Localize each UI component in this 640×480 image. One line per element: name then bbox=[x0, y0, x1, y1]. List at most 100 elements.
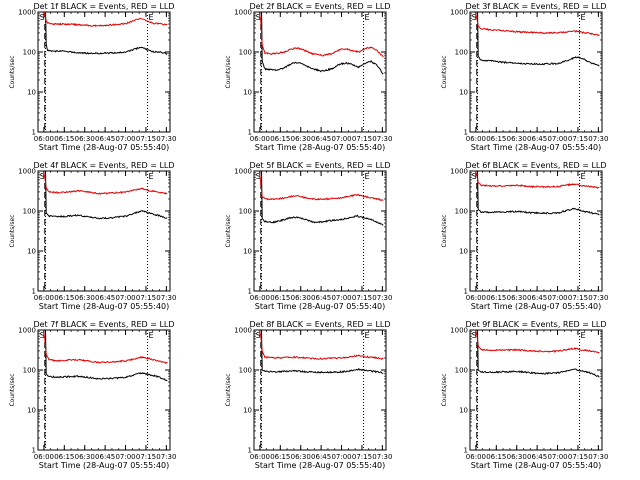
marker-label: S bbox=[40, 13, 45, 22]
marker-label: E bbox=[581, 13, 586, 22]
chart-panel-2: Det 2f BLACK = Events, RED = LLD 1 10 100 10… bbox=[225, 2, 392, 152]
y-tick-label: 10 bbox=[27, 407, 36, 415]
series-lld-line bbox=[258, 170, 384, 202]
marker-label: S bbox=[40, 172, 45, 181]
plot-frame bbox=[37, 170, 171, 292]
marker-label: S bbox=[256, 13, 261, 22]
x-tick-label: 06:30 bbox=[75, 135, 95, 143]
x-axis-label: Start Time (28-Aug-07 05:55:40) bbox=[255, 143, 386, 152]
panel-title: Det 4f BLACK = Events, RED = LLD bbox=[33, 161, 174, 170]
chart-panel-6: Det 6f BLACK = Events, RED = LLD 1 10 100 10… bbox=[441, 161, 608, 311]
series-events-line bbox=[45, 11, 168, 55]
x-tick-label: 06:30 bbox=[507, 135, 527, 143]
x-tick-label: 06:45 bbox=[95, 294, 115, 302]
x-tick-label: 06:00 bbox=[466, 453, 486, 461]
y-tick-label: 1 bbox=[464, 288, 468, 296]
marker-label: E bbox=[365, 172, 370, 181]
x-axis-label: Start Time (28-Aug-07 05:55:40) bbox=[255, 461, 386, 470]
x-tick-label: 07:00 bbox=[115, 453, 135, 461]
x-tick-label: 06:45 bbox=[527, 135, 547, 143]
x-tick-label: 06:30 bbox=[507, 453, 527, 461]
x-tick-label: 07:15 bbox=[568, 135, 588, 143]
y-tick-label: 1 bbox=[32, 288, 36, 296]
x-tick-label: 07:00 bbox=[331, 453, 351, 461]
panel-title: Det 8f BLACK = Events, RED = LLD bbox=[249, 320, 390, 329]
series-events-line bbox=[45, 170, 168, 220]
x-tick-label: 06:00 bbox=[34, 294, 54, 302]
series-events-line bbox=[477, 170, 600, 216]
x-tick-label: 06:30 bbox=[507, 294, 527, 302]
x-tick-label: 06:00 bbox=[250, 453, 270, 461]
x-tick-label: 07:30 bbox=[372, 453, 392, 461]
y-tick-label: 10 bbox=[459, 407, 468, 415]
x-tick-label: 07:15 bbox=[136, 135, 156, 143]
series-events-line bbox=[261, 329, 384, 374]
y-tick-label: 10 bbox=[243, 248, 252, 256]
plot-frame bbox=[253, 329, 387, 451]
x-tick-label: 07:30 bbox=[156, 294, 176, 302]
series-events-line bbox=[261, 11, 384, 75]
x-axis-label: Start Time (28-Aug-07 05:55:40) bbox=[471, 143, 602, 152]
y-tick-label: 1 bbox=[248, 129, 252, 137]
x-tick-label: 06:45 bbox=[95, 135, 115, 143]
y-tick-label: 100 bbox=[239, 367, 252, 375]
marker-label: S bbox=[256, 331, 261, 340]
x-tick-label: 07:15 bbox=[352, 135, 372, 143]
x-tick-label: 07:30 bbox=[156, 135, 176, 143]
x-axis-label: Start Time (28-Aug-07 05:55:40) bbox=[39, 461, 170, 470]
chart-panel-7: Det 7f BLACK = Events, RED = LLD 1 10 100 10… bbox=[9, 320, 176, 470]
y-tick-label: 1000 bbox=[18, 327, 36, 335]
x-tick-label: 07:00 bbox=[331, 135, 351, 143]
x-tick-label: 07:30 bbox=[156, 453, 176, 461]
y-tick-label: 1 bbox=[464, 129, 468, 137]
x-tick-label: 06:45 bbox=[527, 453, 547, 461]
y-tick-label: 1000 bbox=[450, 168, 468, 176]
y-tick-label: 100 bbox=[23, 367, 36, 375]
y-tick-label: 100 bbox=[23, 208, 36, 216]
panel-title: Det 3f BLACK = Events, RED = LLD bbox=[465, 2, 606, 11]
y-tick-label: 1 bbox=[32, 129, 36, 137]
marker-label: E bbox=[149, 331, 154, 340]
x-axis-label: Start Time (28-Aug-07 05:55:40) bbox=[471, 302, 602, 311]
panel-title: Det 1f BLACK = Events, RED = LLD bbox=[33, 2, 174, 11]
x-tick-label: 07:15 bbox=[352, 453, 372, 461]
y-tick-label: 100 bbox=[23, 49, 36, 57]
x-tick-label: 06:15 bbox=[54, 135, 74, 143]
marker-label: E bbox=[581, 172, 586, 181]
chart-panel-4: Det 4f BLACK = Events, RED = LLD 1 10 100 10… bbox=[9, 161, 176, 311]
y-axis-label: Counts/sec bbox=[9, 373, 16, 406]
plot-frame bbox=[469, 170, 603, 292]
x-tick-label: 06:15 bbox=[270, 294, 290, 302]
x-tick-label: 07:15 bbox=[136, 453, 156, 461]
y-tick-label: 100 bbox=[455, 367, 468, 375]
plot-frame bbox=[469, 329, 603, 451]
x-tick-label: 06:15 bbox=[54, 294, 74, 302]
y-tick-label: 100 bbox=[455, 49, 468, 57]
series-lld-line bbox=[43, 11, 168, 28]
y-tick-label: 10 bbox=[27, 89, 36, 97]
x-tick-label: 06:45 bbox=[95, 453, 115, 461]
chart-panel-9: Det 9f BLACK = Events, RED = LLD 1 10 100 10… bbox=[441, 320, 608, 470]
x-tick-label: 06:00 bbox=[250, 294, 270, 302]
y-tick-label: 100 bbox=[239, 208, 252, 216]
y-tick-label: 1 bbox=[32, 447, 36, 455]
marker-label: S bbox=[472, 172, 477, 181]
y-tick-label: 1000 bbox=[234, 327, 252, 335]
x-tick-label: 06:30 bbox=[291, 294, 311, 302]
y-tick-label: 1 bbox=[248, 288, 252, 296]
series-events-line bbox=[45, 329, 168, 382]
plot-frame bbox=[469, 11, 603, 133]
y-tick-label: 10 bbox=[459, 89, 468, 97]
x-tick-label: 06:15 bbox=[270, 135, 290, 143]
x-tick-label: 06:00 bbox=[250, 135, 270, 143]
marker-label: S bbox=[472, 331, 477, 340]
x-tick-label: 07:00 bbox=[547, 135, 567, 143]
x-tick-label: 07:15 bbox=[568, 294, 588, 302]
y-axis-label: Counts/sec bbox=[225, 55, 232, 88]
chart-panel-3: Det 3f BLACK = Events, RED = LLD 1 10 100 10… bbox=[441, 2, 608, 152]
y-tick-label: 1000 bbox=[234, 9, 252, 17]
series-events-line bbox=[477, 11, 600, 67]
y-axis-label: Counts/sec bbox=[9, 55, 16, 88]
x-tick-label: 06:30 bbox=[75, 294, 95, 302]
y-tick-label: 1000 bbox=[450, 327, 468, 335]
